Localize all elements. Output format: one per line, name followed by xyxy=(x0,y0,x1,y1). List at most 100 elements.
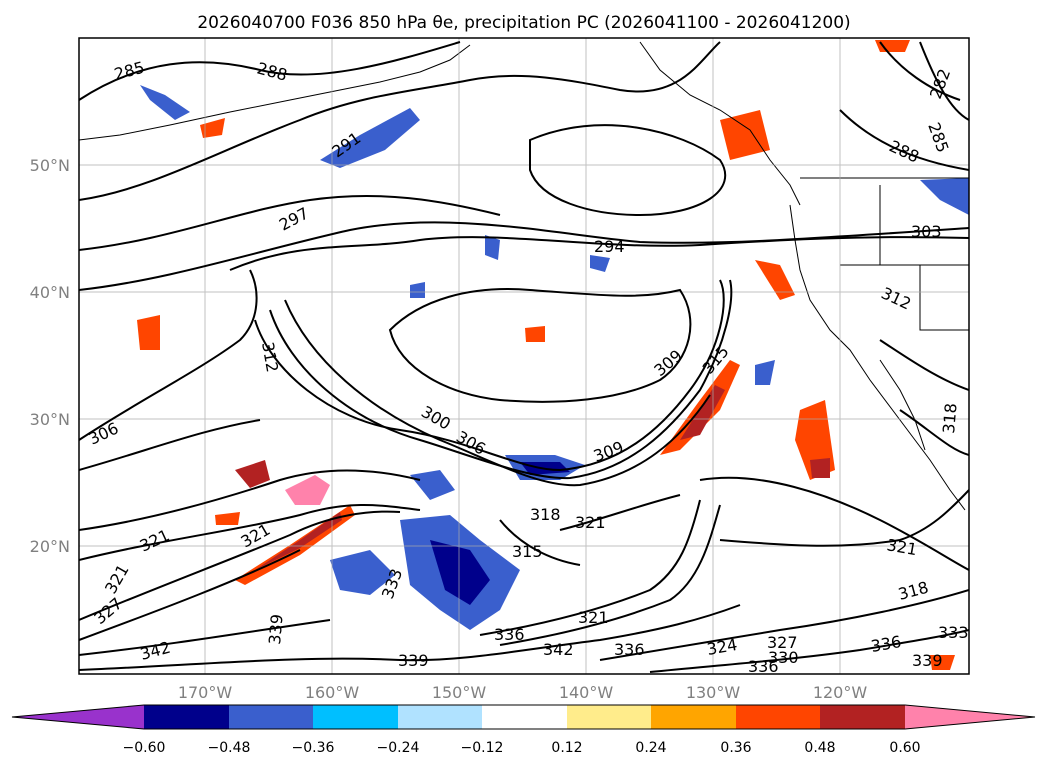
precip-patch-positive xyxy=(755,260,795,300)
theta-e-contours xyxy=(79,41,969,673)
contour-line xyxy=(529,124,727,217)
contour-line xyxy=(79,419,261,471)
colorbar-tick-label: 0.36 xyxy=(720,740,751,756)
contour-line xyxy=(79,549,301,641)
precip-patch-negative xyxy=(320,108,420,168)
contour-label: 336 xyxy=(494,625,525,644)
contour-line xyxy=(79,41,721,201)
coastline xyxy=(79,44,471,141)
contour-label: 339 xyxy=(265,613,287,645)
lon-label: 140°W xyxy=(559,683,614,702)
colorbar-tick-label: 0.60 xyxy=(889,740,920,756)
contour-line xyxy=(79,619,331,656)
contour-line xyxy=(599,589,969,661)
contour-label: 321 xyxy=(578,608,609,627)
contour-line xyxy=(499,504,721,646)
colorbar-segment xyxy=(482,705,567,729)
coastline xyxy=(639,41,801,206)
precip-patch-positive xyxy=(930,655,955,670)
colorbar-segment xyxy=(820,705,905,729)
precip-patch-positive-strong xyxy=(680,385,725,440)
map-frame xyxy=(78,37,970,675)
contour-line xyxy=(79,194,501,251)
gridlines xyxy=(79,38,969,674)
precip-patch-positive-strong xyxy=(255,512,342,570)
precip-patch-positive xyxy=(200,118,225,138)
colorbar-tick-label: 0.24 xyxy=(635,740,666,756)
colorbar-segment xyxy=(398,705,482,729)
contour-label: 333 xyxy=(938,623,969,642)
colorbar-segment xyxy=(229,705,313,729)
lon-label: 170°W xyxy=(178,683,233,702)
colorbar-tick-label: 0.12 xyxy=(551,740,582,756)
contour-label: 336 xyxy=(748,657,779,676)
precip-patch-positive-strong xyxy=(235,460,270,488)
colorbar-segment xyxy=(313,705,398,729)
lon-label: 120°W xyxy=(813,683,868,702)
contour-line xyxy=(559,494,681,531)
contour-label: 339 xyxy=(398,651,429,670)
map-background xyxy=(79,38,969,674)
contour-line xyxy=(649,629,969,673)
lon-label: 150°W xyxy=(432,683,487,702)
contour-line xyxy=(699,476,969,571)
colorbar-tick-label: −0.36 xyxy=(292,740,335,756)
colorbar-extend-low xyxy=(12,705,144,729)
contour-label: 330 xyxy=(768,648,799,667)
colorbar-segment xyxy=(144,705,229,729)
contour-label: 303 xyxy=(911,222,942,241)
lon-label: 160°W xyxy=(305,683,360,702)
contour-line xyxy=(879,41,961,101)
contour-line xyxy=(79,269,258,441)
colorbar-outline xyxy=(11,704,1036,730)
contour-line xyxy=(899,409,969,456)
colorbar-segment xyxy=(651,705,736,729)
contour-line xyxy=(719,489,969,547)
longitude-labels: 170°W 160°W 150°W 140°W 130°W 120°W xyxy=(178,683,868,702)
precip-patch-positive-strong xyxy=(810,458,830,478)
precip-patch-positive xyxy=(137,315,160,350)
contour-line xyxy=(79,604,741,671)
colorbar-tick-label: −0.48 xyxy=(208,740,251,756)
contour-label: 294 xyxy=(594,237,625,256)
contour-line xyxy=(79,504,421,561)
precip-patch-positive-pink xyxy=(285,475,330,505)
contour-line xyxy=(479,499,701,636)
colorbar-tick-label: −0.24 xyxy=(377,740,420,756)
contour-line xyxy=(839,109,969,171)
contour-label: 315 xyxy=(512,542,543,561)
contour-label: 318 xyxy=(939,402,961,434)
precip-patch-negative xyxy=(920,178,969,215)
colorbar: −0.60 −0.48 −0.36 −0.24 −0.12 0.12 0.24 … xyxy=(11,704,1036,756)
precip-patch-negative xyxy=(755,360,775,385)
contour-line xyxy=(254,279,725,472)
precip-patch-negative xyxy=(410,282,425,298)
precip-patch-negative xyxy=(485,235,500,260)
contour-line xyxy=(79,510,401,621)
colorbar-tick-label: −0.12 xyxy=(461,740,504,756)
coastline xyxy=(879,359,926,451)
contour-line xyxy=(388,288,692,403)
colorbar-extend-high xyxy=(905,705,1035,729)
precip-patch-positive xyxy=(525,326,545,342)
precip-patch-negative xyxy=(330,550,395,595)
coastline xyxy=(789,204,966,511)
contour-line xyxy=(879,339,969,391)
colorbar-segment xyxy=(736,705,820,729)
contour-line xyxy=(499,519,581,566)
contour-line xyxy=(79,469,421,531)
contour-label: 318 xyxy=(530,505,561,524)
map-panel: 285 288 291 297 294 303 312 309 315 306 … xyxy=(78,37,970,676)
lat-label: 20°N xyxy=(30,537,70,556)
precip-patch-negative xyxy=(140,85,190,120)
colorbar-ticks: −0.60 −0.48 −0.36 −0.24 −0.12 0.12 0.24 … xyxy=(123,740,921,756)
contour-line xyxy=(919,41,969,121)
precip-patch-negative xyxy=(410,470,455,500)
colorbar-tick-label: −0.60 xyxy=(123,740,166,756)
border xyxy=(919,265,969,331)
contour-label: 342 xyxy=(543,640,574,659)
lat-label: 50°N xyxy=(30,156,70,175)
contour-label: 339 xyxy=(912,651,943,670)
figure-title: 2026040700 F036 850 hPa θe, precipitatio… xyxy=(197,13,850,33)
